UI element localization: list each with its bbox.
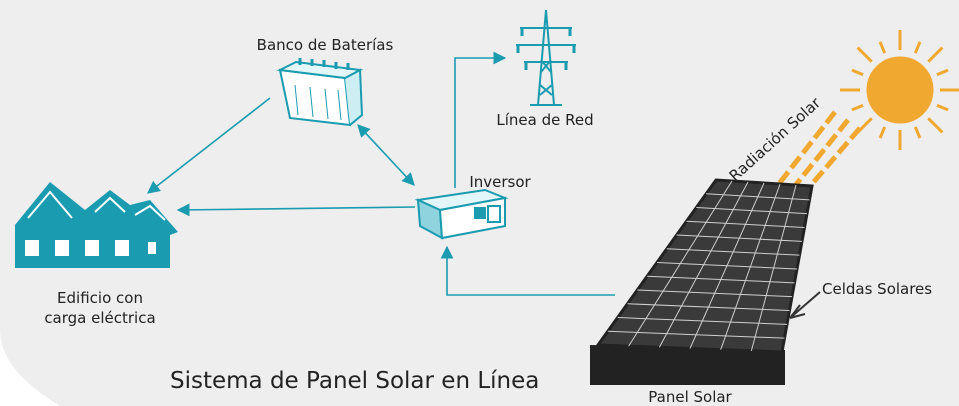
flow-arrows (146, 51, 615, 296)
decor-line (607, 330, 785, 339)
title: Sistema de Panel Solar en Línea (170, 368, 539, 394)
grid-label: Línea de Red (496, 111, 593, 129)
decor-line (647, 275, 795, 284)
sun-icon (840, 30, 959, 150)
battery-label: Banco de Baterías (257, 36, 394, 54)
decor-line (706, 193, 810, 201)
building-label-line: carga eléctrica (44, 309, 155, 327)
decor-line (913, 41, 922, 54)
decor-line (666, 248, 800, 256)
decor-line (637, 289, 793, 298)
cells-pointer (789, 291, 821, 319)
decor-line (878, 126, 887, 139)
battery-icon (276, 58, 364, 127)
decor-line (851, 103, 864, 112)
building-label-line: Edificio con (57, 289, 143, 307)
decor-line (617, 317, 788, 325)
house-icon (15, 182, 178, 268)
panel-icon (590, 178, 814, 385)
decor-line (927, 46, 944, 63)
decor-line (851, 68, 864, 77)
decor-line (936, 103, 949, 112)
decor-line (936, 68, 949, 77)
panel-label: Panel Solar (648, 388, 732, 406)
decor-line (676, 234, 803, 242)
cells-label: Celdas Solares (822, 280, 932, 298)
decor-line (686, 220, 805, 228)
decor-line (696, 207, 808, 215)
inverter-icon (414, 188, 509, 240)
decor-line (627, 303, 790, 311)
decor-line (856, 46, 873, 63)
decor-line (913, 126, 922, 139)
inverter-label: Inversor (469, 173, 531, 191)
decor-line (656, 262, 798, 270)
tower-icon (516, 9, 576, 106)
decor-line (927, 117, 944, 134)
decor-line (878, 41, 887, 54)
